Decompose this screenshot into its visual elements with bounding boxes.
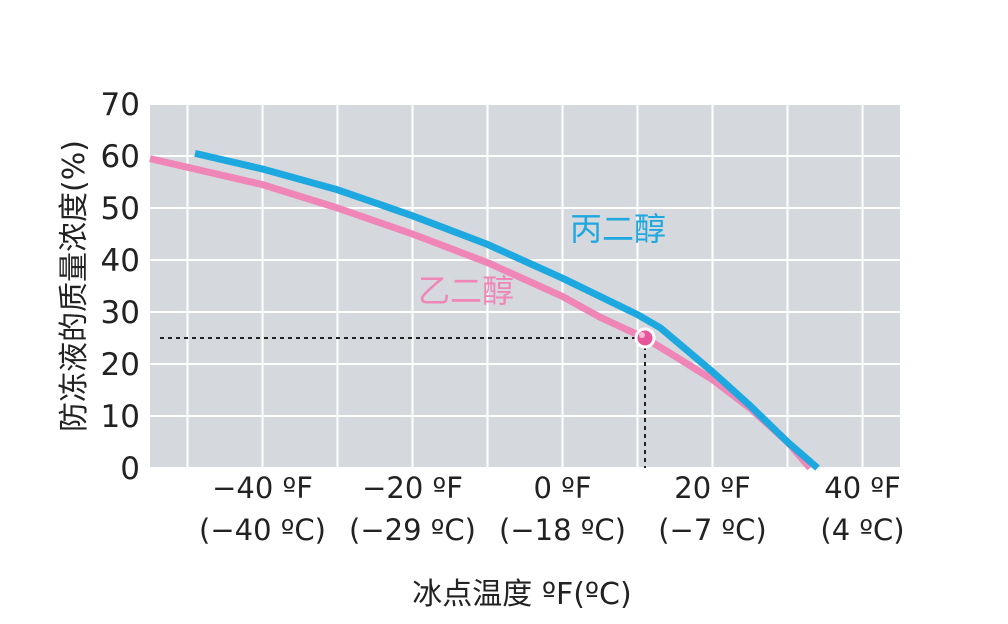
- annotation-point: [634, 327, 656, 349]
- x-tick-label-c-0: (−40 ºC): [199, 513, 326, 547]
- x-tick-label-c-1: (−29 ºC): [349, 513, 476, 547]
- y-tick-labels: 0 10 20 30 40 50 60 70: [101, 87, 140, 487]
- reference-guides: [160, 337, 646, 468]
- series-lines: [149, 149, 820, 471]
- x-tick-label-f-0: −40 ºF: [212, 471, 313, 505]
- annotation-marker: [634, 327, 656, 349]
- y-axis-label: 防冻液的质量浓度(%): [57, 140, 92, 432]
- x-tick-label-c-2: (−18 ºC): [499, 513, 626, 547]
- x-tick-label-f-2: 0 ºF: [533, 471, 591, 505]
- x-tick-labels: −40 ºF (−40 ºC) −20 ºF (−29 ºC) 0 ºF (−18 ºC)…: [199, 471, 905, 547]
- x-tick-label-f-4: 40 ºF: [824, 471, 900, 505]
- x-tick-label-c-3: (−7 ºC): [658, 513, 767, 547]
- y-tick-label-0: 0: [120, 451, 140, 487]
- y-tick-label-4: 40: [101, 243, 140, 279]
- y-tick-label-2: 20: [101, 347, 140, 383]
- y-tick-label-7: 70: [101, 87, 140, 123]
- x-axis-label: 冰点温度 ºF(ºC): [412, 577, 631, 612]
- x-tick-label-f-1: −20 ºF: [362, 471, 463, 505]
- x-tick-label-c-4: (4 ºC): [820, 513, 904, 547]
- y-tick-label-3: 30: [101, 295, 140, 331]
- y-tick-label-5: 50: [101, 191, 140, 227]
- annotation-point-highlight: [639, 332, 645, 338]
- plot-background: [150, 104, 900, 468]
- x-tick-label-f-3: 20 ºF: [674, 471, 750, 505]
- series-line-0: [194, 149, 820, 471]
- series-label-1: 乙二醇: [418, 272, 514, 310]
- y-tick-label-1: 10: [101, 399, 140, 435]
- series-label-0: 丙二醇: [570, 210, 666, 248]
- y-tick-label-6: 60: [101, 139, 140, 175]
